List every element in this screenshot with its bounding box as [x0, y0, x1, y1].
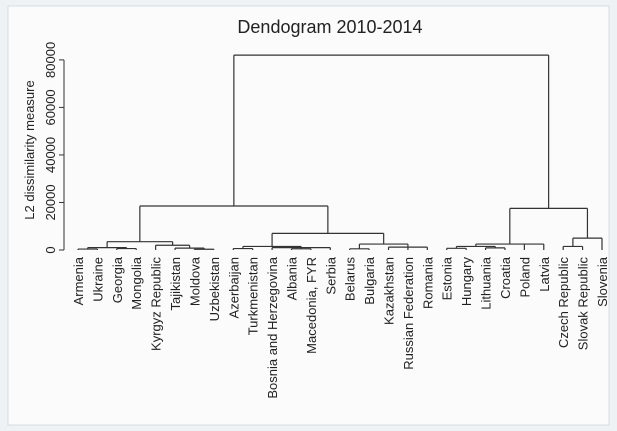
leaf-label: Albania — [284, 256, 299, 300]
leaf-label: Mongolia — [129, 256, 144, 310]
leaf-label: Macedonia, FYR — [304, 257, 319, 354]
leaf-label: Moldova — [187, 256, 202, 306]
leaf-label: Czech Republic — [556, 257, 571, 349]
y-tick-label: 0 — [43, 246, 58, 253]
leaf-label: Slovak Republic — [576, 257, 591, 351]
leaf-label: Ukraine — [90, 257, 105, 302]
leaf-label: Belarus — [343, 257, 358, 302]
leaf-label: Bosnia and Herzegovina — [265, 256, 280, 398]
leaf-label: Kazakhstan — [382, 257, 397, 325]
leaf-label: Poland — [517, 257, 532, 297]
leaf-label: Russian Federation — [401, 257, 416, 370]
y-tick-label: 40000 — [43, 137, 58, 173]
leaf-label: Turkmenistan — [246, 257, 261, 335]
leaf-label: Tajikistan — [168, 257, 183, 310]
y-tick-label: 60000 — [43, 89, 58, 125]
plot-region — [7, 5, 610, 426]
leaf-label: Bulgaria — [362, 256, 377, 304]
y-tick-label: 20000 — [43, 184, 58, 220]
leaf-label: Lithuania — [479, 256, 494, 310]
leaf-label: Estonia — [440, 256, 455, 300]
leaf-label: Romania — [420, 256, 435, 309]
y-tick-label: 80000 — [43, 42, 58, 78]
chart-title: Dendogram 2010-2014 — [237, 17, 422, 37]
leaf-label: Azerbaijan — [226, 257, 241, 318]
leaf-label: Latvia — [537, 256, 552, 291]
leaf-label: Serbia — [323, 256, 338, 294]
leaf-label: Armenia — [71, 256, 86, 305]
leaf-label: Croatia — [498, 256, 513, 299]
leaf-label: Georgia — [110, 256, 125, 303]
leaf-label: Kyrgyz Republic — [149, 257, 164, 351]
y-axis-label: L2 dissimilarity measure — [22, 80, 37, 219]
leaf-label: Uzbekistan — [207, 257, 222, 321]
leaf-label: Slovenia — [595, 256, 610, 307]
leaf-label: Hungary — [459, 257, 474, 307]
